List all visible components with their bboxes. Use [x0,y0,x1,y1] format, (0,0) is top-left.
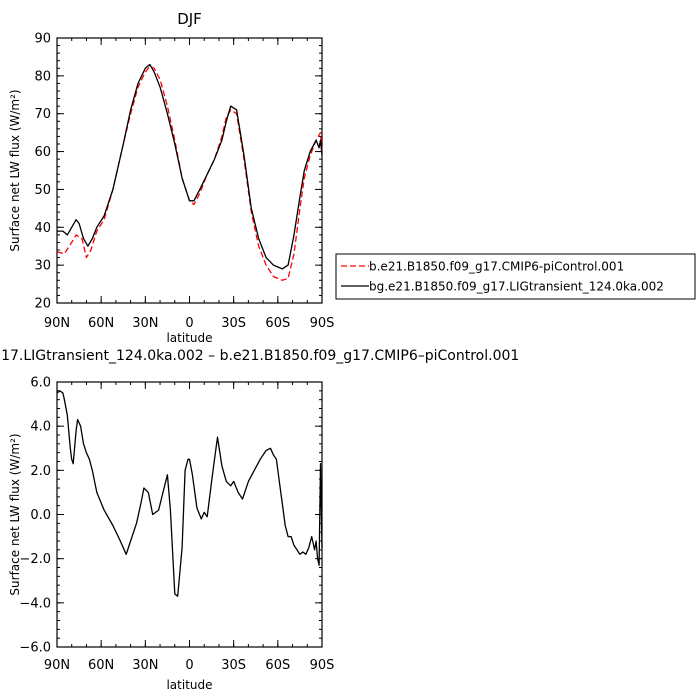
y-tick-label: 90 [34,32,51,47]
y-tick-label: 40 [34,221,51,236]
y-tick-label: 60 [34,145,51,160]
x-axis-label: latitude [166,331,212,345]
x-tick-label: 30S [221,658,246,673]
x-tick-label: 60S [265,658,290,673]
x-tick-label: 0 [185,658,193,673]
y-tick-label: −4.0 [19,596,51,611]
x-tick-label: 90N [44,316,70,331]
y-tick-label: 2.0 [30,464,51,479]
y-tick-label: 0.0 [30,508,51,523]
plot-frame [56,37,323,304]
x-tick-label: 60N [88,316,114,331]
series-line-2 [57,63,323,270]
y-tick-label: 6.0 [30,376,51,391]
x-tick-label: 90N [44,658,70,673]
x-axis-label: latitude [166,678,212,692]
legend-label: bg.e21.B1850.f09_g17.LIGtransient_124.0k… [369,280,664,294]
x-tick-label: 60N [88,658,114,673]
legend: b.e21.B1850.f09_g17.CMIP6-piControl.001b… [335,253,696,300]
x-tick-label: 90S [310,658,335,673]
x-tick-label: 60S [265,316,290,331]
chart-panel-2: bg.e21.B1850.f09_g17.LIGtransient_124.0k… [0,348,519,692]
y-tick-label: −6.0 [19,641,51,656]
series-line-1 [56,390,323,597]
y-axis-label: Surface net LW flux (W/m²) [8,89,22,251]
y-tick-label: 50 [34,183,51,198]
x-tick-label: 90S [310,316,335,331]
x-tick-label: 30N [132,658,158,673]
chart-panel-1: DJF 20 30 40 50 60 70 80 90 90N 60N 30N 0 30S 60S 90S la… [8,10,696,345]
legend-label: b.e21.B1850.f09_g17.CMIP6-piControl.001 [369,260,624,274]
series-line-1 [56,65,323,281]
x-tick-label: 30N [132,316,158,331]
legend-box [335,253,696,300]
x-tick-label: 30S [221,316,246,331]
chart-title: bg.e21.B1850.f09_g17.LIGtransient_124.0k… [0,348,519,364]
y-tick-label: 70 [34,107,51,122]
chart-title: DJF [177,10,202,28]
y-tick-label: 20 [34,297,51,312]
plot-frame [56,381,323,648]
x-tick-label: 0 [185,316,193,331]
y-tick-label: 30 [34,259,51,274]
y-tick-label: −2.0 [19,552,51,567]
y-axis-label: Surface net LW flux (W/m²) [8,433,22,595]
y-tick-label: 80 [34,69,51,84]
y-tick-label: 4.0 [30,420,51,435]
